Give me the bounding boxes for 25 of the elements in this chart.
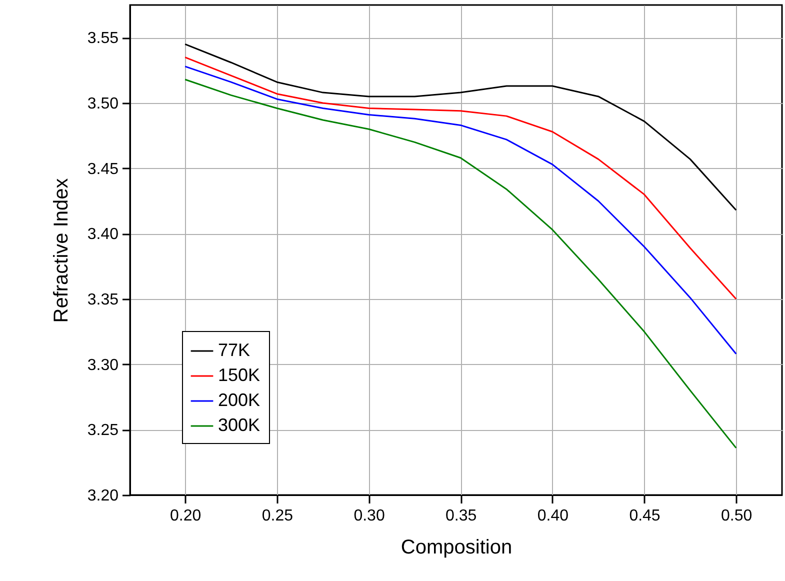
x-tick-label: 0.25	[262, 508, 294, 524]
y-tick-label: 3.45	[87, 160, 119, 178]
x-tick-label: 0.40	[537, 508, 569, 524]
y-tick-label: 3.55	[87, 30, 119, 48]
x-tick-label: 0.35	[446, 508, 477, 524]
y-tick-label: 3.25	[87, 422, 119, 440]
y-tick-label: 3.40	[87, 226, 119, 244]
x-tick-label: 0.30	[354, 508, 385, 524]
x-tick-label: 0.45	[629, 508, 660, 524]
line-series	[184, 56, 737, 300]
legend-label: 150K	[218, 365, 260, 385]
y-tick-label: 3.50	[87, 96, 119, 112]
legend-label: 77K	[218, 340, 250, 360]
legend-label: 200K	[218, 390, 260, 410]
y-tick-label: 3.35	[87, 292, 119, 308]
y-tick-label: 3.30	[87, 356, 119, 374]
line-series	[184, 66, 737, 355]
x-tick-label: 0.20	[170, 508, 202, 524]
y-axis-title: Refractive Index	[50, 178, 72, 323]
line-series	[184, 78, 737, 449]
y-tick-label: 3.20	[87, 488, 119, 504]
x-tick-label: 0.50	[721, 508, 752, 524]
line-series	[184, 43, 737, 211]
legend-label: 300K	[218, 415, 260, 435]
x-axis-title: Composition	[400, 536, 512, 558]
